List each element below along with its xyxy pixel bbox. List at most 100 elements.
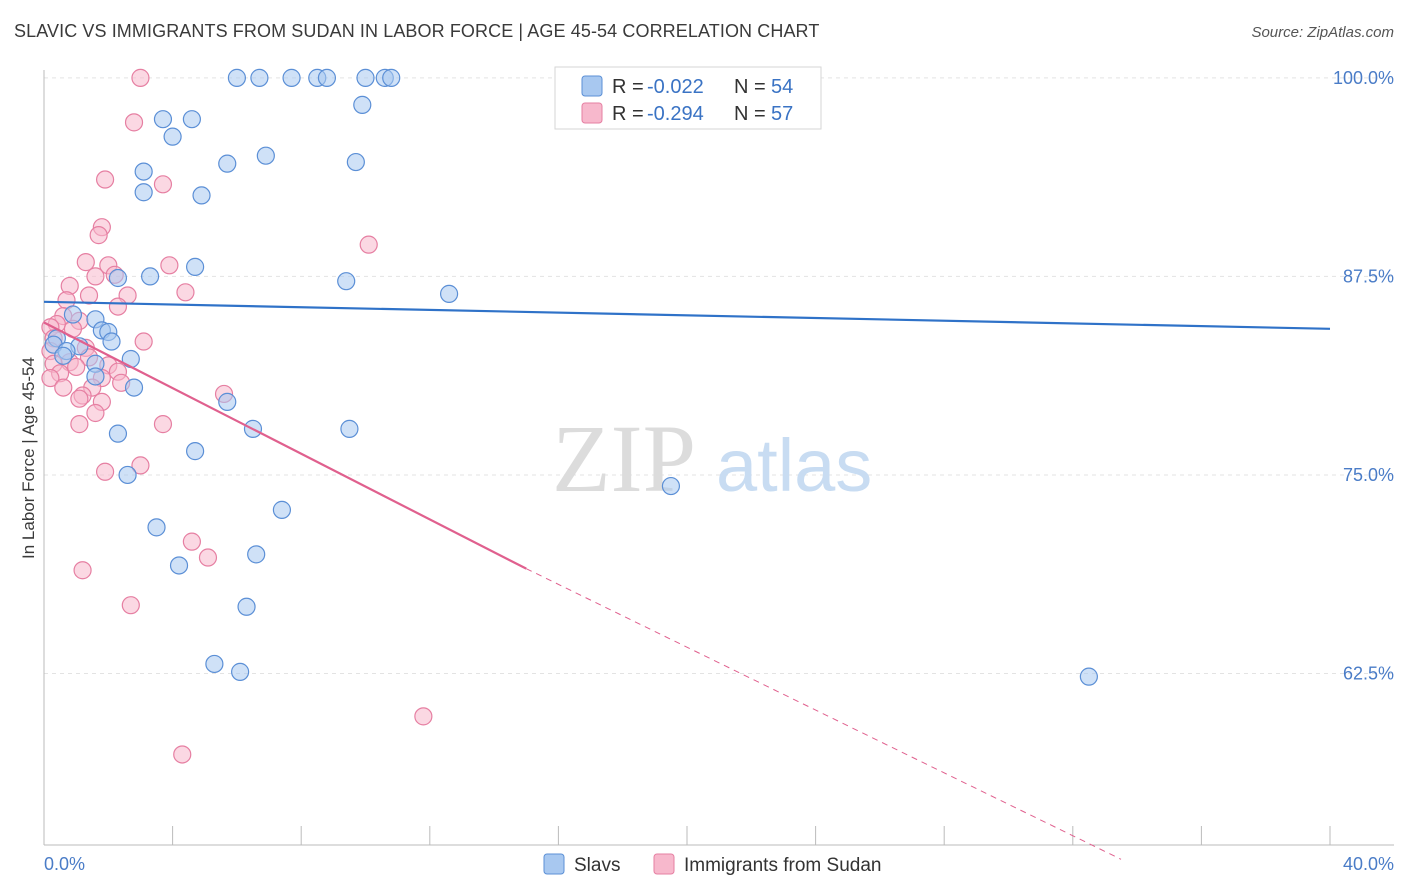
watermark-atlas: atlas <box>716 424 872 507</box>
bottom-legend-label-slavs: Slavs <box>574 855 620 876</box>
sudan-point <box>176 283 195 302</box>
legend-swatch-sudan <box>581 102 603 124</box>
slavs-point <box>86 367 105 386</box>
sudan-point <box>89 226 108 245</box>
legend-n-label-sudan: N = <box>734 103 766 125</box>
y-tick-labels: 100.0% 87.5% 75.0% 62.5% <box>1333 68 1394 684</box>
sudan-point <box>70 415 89 434</box>
slavs-point <box>247 545 266 564</box>
sudan-point <box>86 403 105 423</box>
slavs-point <box>140 267 160 286</box>
slavs-point <box>205 654 224 674</box>
slavs-point <box>134 162 153 181</box>
slavs-point <box>124 378 144 397</box>
slavs-point <box>231 662 250 681</box>
slavs-point <box>118 465 137 485</box>
slavs-trend-line <box>43 300 1331 330</box>
slavs-point <box>108 268 128 288</box>
sudan-point <box>173 745 192 764</box>
sudan-point <box>73 561 92 580</box>
slavs-point <box>356 68 375 87</box>
slavs-point <box>256 146 275 165</box>
slavs-point <box>227 68 246 87</box>
slavs-point <box>147 518 166 537</box>
slavs-point <box>102 332 121 351</box>
sudan-point <box>79 286 99 305</box>
series-legend: Slavs Immigrants from Sudan <box>543 853 881 876</box>
sudan-point <box>198 548 218 567</box>
legend-n-value-sudan: 57 <box>771 103 793 125</box>
y-axis-label: In Labor Force | Age 45-54 <box>19 357 38 559</box>
sudan-point <box>67 357 86 377</box>
sudan-point <box>70 389 89 408</box>
legend-n-value-slavs: 54 <box>771 76 793 98</box>
sudan-point <box>76 253 95 272</box>
sudan-point <box>153 415 173 434</box>
slavs-point <box>340 419 359 438</box>
watermark-zip: ZIP <box>552 405 696 512</box>
grid-lines <box>44 77 1394 674</box>
slavs-point <box>218 154 237 173</box>
slavs-point <box>237 597 256 616</box>
x-tick-label-max: 40.0% <box>1343 854 1394 874</box>
x-tick-label-min: 0.0% <box>44 854 85 874</box>
legend-r-label-slavs: R = <box>612 76 644 98</box>
slavs-point <box>186 442 205 461</box>
sudan-point <box>131 68 150 87</box>
sudan-point <box>359 235 378 254</box>
sudan-point <box>108 297 128 316</box>
correlation-legend: R = -0.022 N = 54 R = -0.294 N = 57 <box>554 66 822 130</box>
sudan-point <box>131 456 150 475</box>
slavs-point <box>218 392 237 411</box>
slavs-point <box>169 556 189 575</box>
sudan-point <box>86 267 105 286</box>
sudan-point <box>54 378 73 397</box>
slavs-point <box>63 305 83 324</box>
slavs-point <box>108 424 128 443</box>
bottom-legend-swatch-slavs <box>543 853 565 875</box>
slavs-point <box>282 68 301 87</box>
y-tick-label: 75.0% <box>1343 465 1394 485</box>
slavs-point <box>54 346 73 365</box>
slavs-point <box>250 68 269 87</box>
sudan-point <box>95 170 115 189</box>
sudan-trend-line <box>43 321 527 570</box>
legend-r-value-sudan: -0.294 <box>647 103 704 125</box>
sudan-point <box>41 368 60 388</box>
sudan-point <box>95 462 115 481</box>
bottom-legend-label-sudan: Immigrants from Sudan <box>684 855 881 876</box>
slavs-point <box>382 68 401 87</box>
legend-swatch-slavs <box>581 75 603 97</box>
slavs-point <box>192 186 211 205</box>
source-label: Source: ZipAtlas.com <box>1251 24 1394 41</box>
sudan-point <box>121 596 140 615</box>
y-tick-label: 62.5% <box>1343 663 1394 683</box>
sudan-point <box>160 256 179 275</box>
slavs-point <box>182 110 201 129</box>
y-tick-label: 87.5% <box>1343 266 1394 286</box>
trend-lines <box>43 300 1331 860</box>
y-tick-label: 100.0% <box>1333 68 1394 88</box>
slavs-point <box>153 110 173 129</box>
legend-r-value-slavs: -0.022 <box>647 76 704 98</box>
legend-n-label-slavs: N = <box>734 76 766 98</box>
chart-title: SLAVIC VS IMMIGRANTS FROM SUDAN IN LABOR… <box>14 21 820 41</box>
sudan-point <box>153 175 173 194</box>
slavs-point <box>317 68 337 87</box>
sudan-point <box>182 532 201 551</box>
slavs-point <box>337 272 356 291</box>
sudan-point <box>414 707 433 726</box>
slavs-point <box>134 183 153 202</box>
slavs-points <box>44 68 1098 686</box>
slavs-point <box>186 257 205 276</box>
slavs-point <box>439 284 459 303</box>
sudan-trend-extension <box>526 568 1122 860</box>
bottom-legend-swatch-sudan <box>653 853 675 875</box>
x-axis-ticks <box>43 826 1331 845</box>
sudan-point <box>124 113 144 132</box>
sudan-points <box>41 68 433 764</box>
slavs-point <box>661 476 681 496</box>
slavs-point <box>163 127 182 146</box>
legend-r-label-sudan: R = <box>612 103 644 125</box>
